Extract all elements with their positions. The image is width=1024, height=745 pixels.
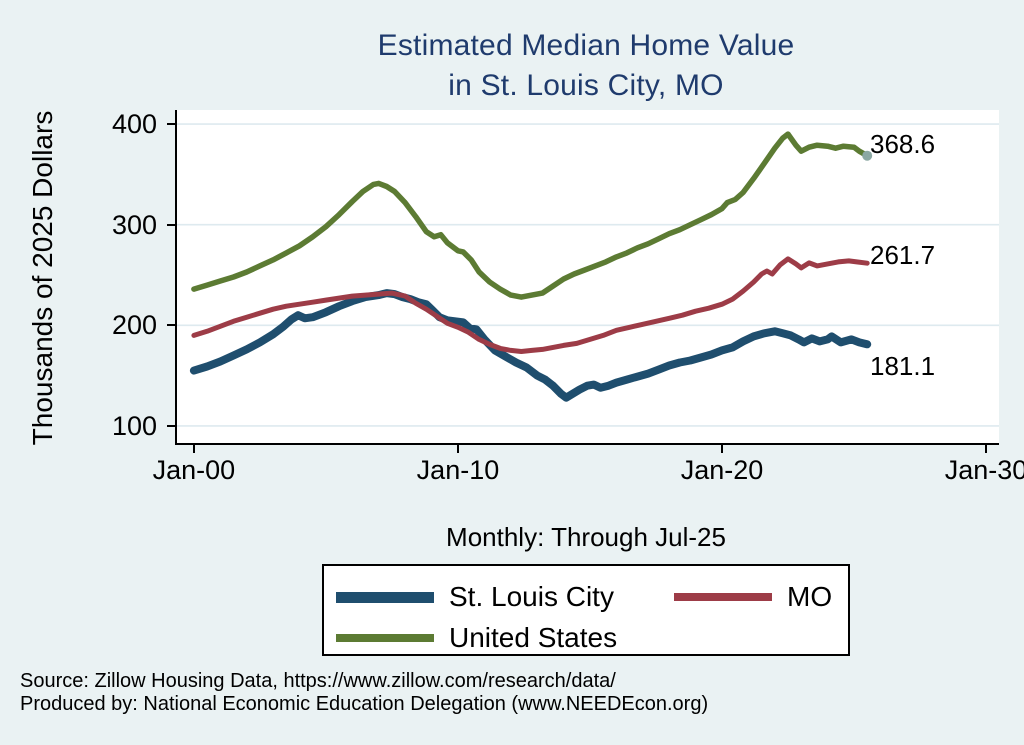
y-tick-label-300: 300 [111, 209, 157, 240]
y-tick-mark-400 [167, 123, 175, 126]
x-tick-label-Jan-30: Jan-30 [944, 455, 1024, 485]
series-line-united-states [191, 131, 870, 300]
y-tick-mark-200 [167, 324, 175, 327]
legend-box: St. Louis City MO United States [322, 564, 850, 656]
series-line-st-louis-city [189, 289, 872, 402]
chart-title-line1: Estimated Median Home Value [377, 29, 795, 62]
line-chart-svg [177, 123, 999, 427]
legend-swatch-mo [674, 593, 772, 601]
y-axis-title: Thousands of 2025 Dollars [27, 110, 58, 446]
chart-title: Estimated Median Home Value in St. Louis… [236, 26, 936, 106]
y-tick-label-400: 400 [111, 109, 157, 140]
end-point-marker [862, 150, 873, 161]
legend-swatch-united-states [336, 633, 434, 643]
y-tick-mark-300 [167, 223, 175, 226]
x-tick-mark-Jan-20 [721, 445, 723, 453]
x-tick-label-Jan-20: Jan-20 [680, 455, 764, 485]
x-axis-subtitle: Monthly: Through Jul-25 [446, 522, 726, 552]
source-note: Source: Zillow Housing Data, https://www… [20, 670, 708, 716]
y-tick-mark-100 [167, 424, 175, 427]
plot-area: 100 200 300 400 Jan-00 Jan-10 Jan-20 Jan-30 181.… [112, 110, 1024, 484]
end-value-label-mo: 261.7 [870, 240, 936, 271]
series-line-mo [191, 256, 870, 354]
x-tick-label-Jan-10: Jan-10 [416, 455, 500, 485]
source-line: Source: Zillow Housing Data, https://www… [20, 670, 616, 692]
legend-label-mo: MO [787, 581, 833, 612]
legend-label-united-states: United States [449, 622, 618, 653]
x-tick-label-Jan-00: Jan-00 [152, 455, 236, 485]
legend-swatch-st-louis-city [336, 591, 434, 603]
chart-title-line2: in St. Louis City, MO [448, 69, 724, 102]
y-tick-label-100: 100 [111, 410, 157, 441]
legend-item-st-louis-city: St. Louis City [336, 580, 614, 614]
produced-by-line: Produced by: National Economic Education… [20, 693, 709, 715]
legend-item-united-states: United States [336, 621, 617, 655]
legend-label-st-louis-city: St. Louis City [449, 581, 614, 612]
x-tick-mark-Jan-30 [985, 445, 988, 453]
x-tick-mark-Jan-10 [456, 445, 459, 453]
y-tick-label-200: 200 [111, 310, 157, 341]
end-value-label-united-states: 368.6 [870, 128, 936, 159]
x-tick-mark-Jan-00 [192, 445, 195, 453]
end-value-label-st-louis-city: 181.1 [870, 351, 936, 382]
legend-item-mo: MO [674, 580, 832, 614]
